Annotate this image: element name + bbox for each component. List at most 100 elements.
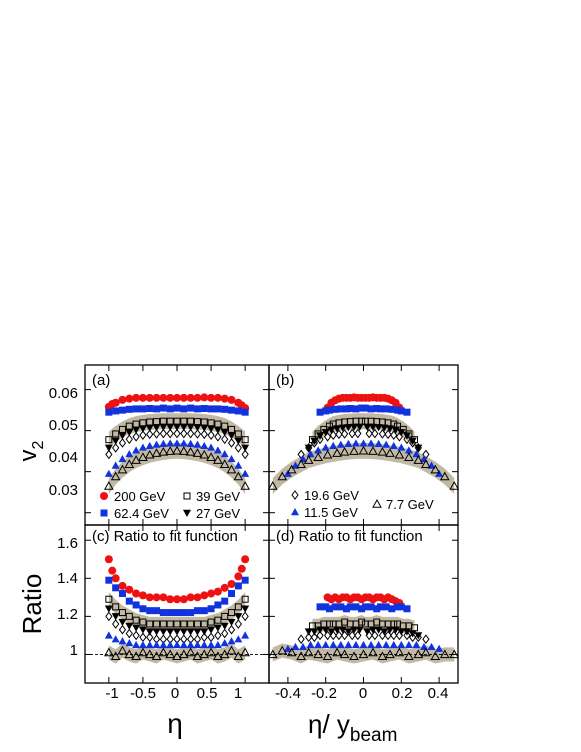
point-a-62-4-gev-17 [221, 405, 229, 413]
point-b-27-gev-4 [327, 426, 336, 434]
point-d-19-6-gev-2 [310, 632, 318, 643]
point-a-19-6-gev-9 [166, 428, 174, 439]
point-d-27-gev-1 [310, 628, 319, 636]
point-d-62-4-gev-16 [397, 603, 405, 611]
point-c-62-4-gev-11 [180, 609, 188, 617]
point-c-39-gev-11 [180, 620, 188, 628]
point-a-27-gev-18 [227, 432, 236, 440]
point-a-19-6-gev-0 [105, 449, 113, 460]
point-a-7-7-gev-12 [185, 446, 196, 456]
point-c-7-7-gev-1 [110, 651, 121, 661]
point-c-7-7-gev-14 [199, 649, 210, 659]
point-d-62-4-gev-0 [316, 603, 324, 611]
panel-d-label: (d) Ratio to fit function [276, 528, 423, 545]
point-b-62-4-gev-1 [322, 407, 330, 415]
point-a-62-4-gev-1 [112, 407, 120, 415]
point-a-27-gev-15 [207, 425, 216, 433]
point-d-27-gev-8 [350, 626, 359, 634]
point-b-27-gev-16 [397, 429, 406, 437]
point-b-62-4-gev-2 [325, 406, 333, 414]
point-b-62-4-gev-7 [352, 405, 360, 413]
point-d-19-6-gev-14 [390, 630, 398, 641]
point-a-19-6-gev-11 [180, 428, 188, 439]
point-a-62-4-gev-13 [193, 405, 201, 413]
point-a-27-gev-9 [166, 423, 175, 431]
point-c-39-gev-15 [207, 618, 215, 626]
point-c-27-gev-4 [132, 624, 141, 632]
point-a-7-7-gev-8 [158, 446, 169, 456]
point-a-200-gev-2 [111, 398, 120, 407]
point-c-200-gev-20 [234, 572, 243, 581]
panel-c-label: (c) Ratio to fit function [92, 528, 238, 545]
point-d-39-gev-3 [325, 620, 333, 628]
point-a-62-4-gev-9 [166, 405, 174, 413]
point-a-7-7-gev-15 [206, 452, 216, 462]
point-a-200-gev-5 [132, 393, 141, 402]
point-b-11-5-gev-15 [397, 443, 406, 451]
point-c-11-5-gev-18 [227, 637, 236, 645]
point-a-27-gev-5 [138, 425, 147, 433]
point-a-7-7-gev-10 [172, 445, 182, 455]
point-b-62-4-gev-10 [367, 405, 375, 413]
point-c-27-gev-11 [179, 628, 188, 636]
point-a-11-5-gev-15 [207, 443, 216, 451]
point-d-27-gev-12 [374, 626, 383, 634]
point-c-39-gev-17 [221, 612, 229, 620]
point-a-11-5-gev-14 [200, 441, 209, 450]
point-d-11-5-gev-20 [435, 644, 444, 652]
point-d-11-5-gev-8 [344, 640, 353, 649]
point-c-27-gev-19 [234, 613, 243, 621]
point-a-62-4-gev-0 [105, 408, 113, 416]
point-d-7-7-gev-16 [413, 649, 424, 659]
point-b-19-6-gev-6 [335, 429, 343, 440]
point-c-11-5-gev-2 [118, 637, 127, 645]
point-d-11-5-gev-5 [321, 640, 330, 649]
point-c-200-gev-7 [145, 593, 154, 602]
point-a-62-4-gev-4 [132, 405, 140, 413]
point-a-7-7-gev-4 [131, 455, 141, 464]
point-a-11-5-gev-10 [173, 439, 181, 447]
point-c-7-7-gev-9 [165, 649, 176, 659]
point-d-7-7-gev-8 [339, 649, 350, 659]
point-a-27-gev-14 [200, 424, 209, 432]
point-c-7-7-gev-2 [117, 645, 128, 655]
point-d-27-gev-13 [380, 628, 389, 636]
point-c-62-4-gev-0 [105, 576, 113, 584]
point-b-27-gev-18 [408, 437, 417, 445]
point-a-7-7-gev-1 [110, 471, 121, 481]
point-c-62-4-gev-7 [153, 607, 161, 615]
point-c-27-gev-14 [200, 628, 209, 636]
point-a-39-gev-20 [241, 436, 249, 444]
point-d-19-6-gev-4 [323, 630, 332, 641]
point-a-11-5-gev-16 [213, 446, 222, 454]
point-d-27-gev-19 [414, 632, 423, 640]
point-c-19-6-gev-18 [227, 624, 236, 635]
point-d-19-6-gev-7 [340, 630, 349, 641]
point-c-39-gev-3 [125, 612, 133, 620]
point-d-27-gev-2 [316, 626, 325, 634]
point-c-11-5-gev-12 [186, 640, 195, 649]
point-c-200-gev-16 [207, 589, 216, 598]
point-a-7-7-gev-19 [233, 471, 244, 481]
legend-marker-7-7-gev [372, 498, 382, 508]
point-c-200-gev-5 [132, 589, 141, 598]
point-c-39-gev-4 [132, 616, 140, 624]
x-axis-label-right-sub: beam [350, 725, 398, 746]
point-b-7-7-gev-20 [449, 480, 460, 490]
point-a-200-gev-9 [159, 393, 168, 402]
point-a-200-gev-4 [125, 394, 134, 403]
point-b-19-6-gev-14 [390, 430, 398, 440]
point-c-200-gev-17 [213, 587, 222, 596]
point-d-62-4-gev-6 [346, 603, 354, 611]
point-a-62-4-gev-7 [153, 405, 161, 413]
point-c-62-4-gev-16 [214, 601, 222, 609]
xtick-label-right--0.2: -0.2 [311, 685, 337, 702]
point-c-62-4-gev-13 [193, 607, 201, 615]
point-b-11-5-gev-16 [404, 446, 413, 454]
point-a-7-7-gev-13 [192, 448, 203, 457]
y-axis-label-top-main: v [15, 449, 42, 461]
point-a-200-gev-14 [193, 393, 202, 402]
point-b-7-7-gev-17 [421, 459, 431, 468]
point-a-62-4-gev-6 [146, 404, 154, 412]
point-b-62-4-gev-12 [377, 405, 385, 413]
